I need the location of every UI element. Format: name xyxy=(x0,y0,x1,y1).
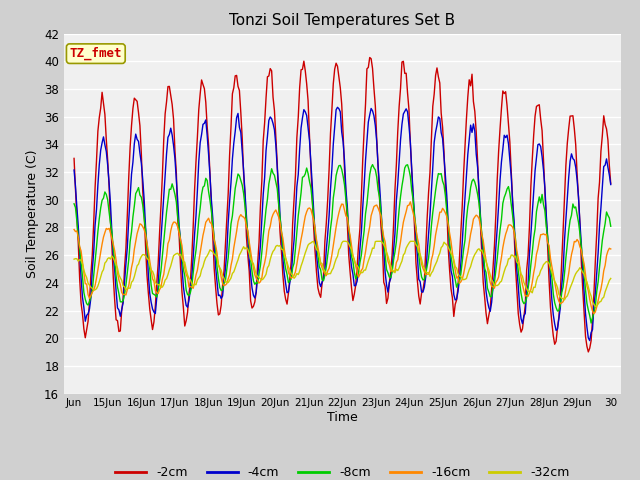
Line: -4cm: -4cm xyxy=(74,108,611,341)
-2cm xyxy=(88,252,96,258)
Y-axis label: Soil Temperature (C): Soil Temperature (C) xyxy=(26,149,38,278)
-4cm xyxy=(348,264,355,270)
Line: -2cm: -2cm xyxy=(74,58,611,352)
-16cm xyxy=(406,199,414,205)
-16cm xyxy=(534,246,541,252)
-8cm xyxy=(88,288,96,294)
-8cm xyxy=(534,201,541,207)
-16cm xyxy=(346,233,354,239)
-4cm xyxy=(605,172,613,178)
-32cm xyxy=(591,304,599,310)
-2cm xyxy=(454,285,462,290)
-32cm xyxy=(340,239,348,244)
Line: -8cm: -8cm xyxy=(74,165,611,323)
-32cm xyxy=(105,255,113,261)
-4cm xyxy=(70,167,78,173)
-16cm xyxy=(105,226,113,231)
-8cm xyxy=(607,223,614,229)
-8cm xyxy=(454,281,462,287)
X-axis label: Time: Time xyxy=(327,411,358,424)
-2cm xyxy=(346,269,354,275)
-8cm xyxy=(105,209,113,215)
-8cm xyxy=(588,320,595,326)
-16cm xyxy=(590,311,598,316)
-2cm xyxy=(534,103,541,108)
Legend: -2cm, -4cm, -8cm, -16cm, -32cm: -2cm, -4cm, -8cm, -16cm, -32cm xyxy=(110,461,575,480)
-2cm xyxy=(607,181,614,187)
-2cm xyxy=(584,349,592,355)
-16cm xyxy=(607,246,614,252)
-4cm xyxy=(105,180,113,186)
-32cm xyxy=(534,274,541,279)
-2cm xyxy=(70,156,78,161)
-2cm xyxy=(105,183,113,189)
-8cm xyxy=(605,215,613,221)
-8cm xyxy=(346,237,354,242)
-8cm xyxy=(369,162,376,168)
-16cm xyxy=(605,245,613,251)
-2cm xyxy=(605,163,613,168)
Title: Tonzi Soil Temperatures Set B: Tonzi Soil Temperatures Set B xyxy=(229,13,456,28)
-4cm xyxy=(607,181,614,187)
-16cm xyxy=(88,289,96,295)
-32cm xyxy=(607,276,614,281)
-4cm xyxy=(454,288,462,294)
-4cm xyxy=(534,142,541,147)
-2cm xyxy=(366,55,374,60)
Line: -16cm: -16cm xyxy=(74,202,611,313)
-8cm xyxy=(70,201,78,207)
-16cm xyxy=(454,274,462,280)
-16cm xyxy=(70,227,78,232)
-4cm xyxy=(586,338,593,344)
-32cm xyxy=(70,256,78,262)
Line: -32cm: -32cm xyxy=(74,241,611,307)
-4cm xyxy=(333,105,341,110)
-4cm xyxy=(88,267,96,273)
-32cm xyxy=(454,271,462,276)
Text: TZ_fmet: TZ_fmet xyxy=(70,47,122,60)
-32cm xyxy=(88,286,96,291)
-32cm xyxy=(605,277,613,283)
-32cm xyxy=(348,247,355,252)
